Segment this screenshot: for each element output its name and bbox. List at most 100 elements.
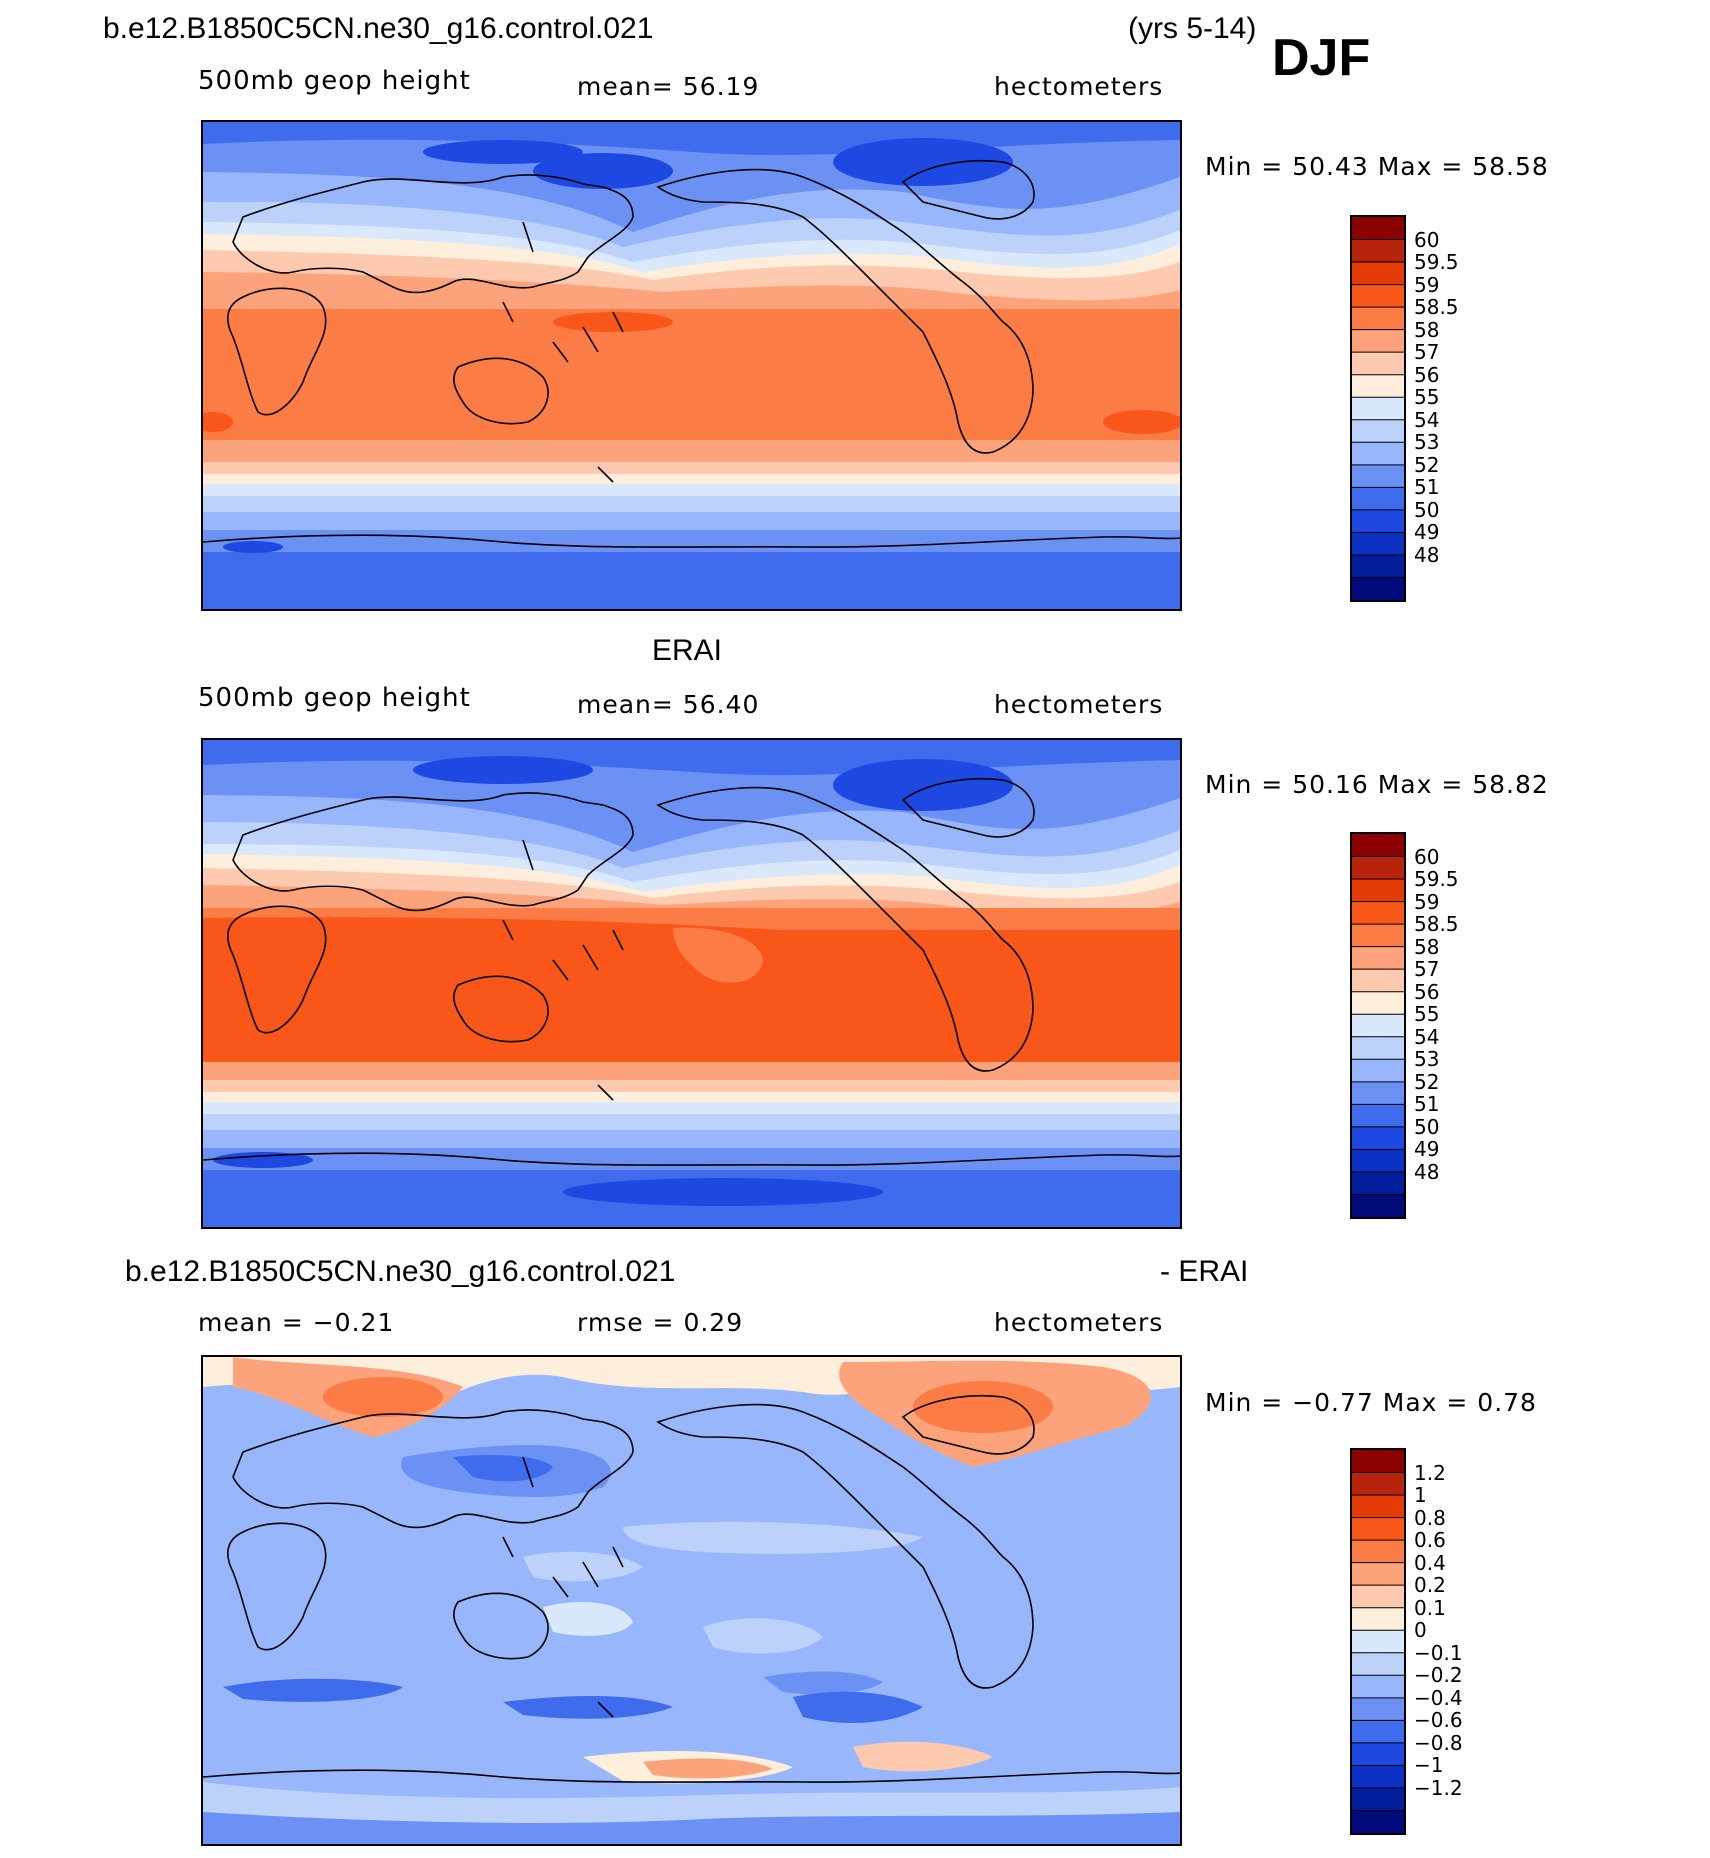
colorbar-swatch bbox=[1352, 239, 1404, 263]
coastline bbox=[453, 975, 549, 1043]
colorbar-swatch bbox=[1352, 442, 1404, 466]
coastline bbox=[901, 159, 1035, 220]
colorbar-swatch bbox=[1352, 991, 1404, 1015]
colorbar-tick-label: 55 bbox=[1414, 1002, 1440, 1027]
band bbox=[793, 1691, 923, 1723]
colorbar-swatch bbox=[1352, 1607, 1404, 1631]
colorbar-tick-label: 56 bbox=[1414, 979, 1440, 1004]
colorbar-tick-label: 56 bbox=[1414, 362, 1440, 387]
coastline bbox=[901, 777, 1035, 838]
colorbar-tick-label: 57 bbox=[1414, 957, 1440, 982]
panel3-title-right: - ERAI bbox=[1160, 1255, 1249, 1288]
band bbox=[453, 1455, 553, 1482]
colorbar-swatch bbox=[1352, 1540, 1404, 1564]
panel2-colorbar bbox=[1350, 832, 1406, 1219]
colorbar-swatch bbox=[1352, 1104, 1404, 1128]
colorbar-tick-label: 52 bbox=[1414, 1069, 1440, 1094]
colorbar-tick-label: 50 bbox=[1414, 1114, 1440, 1139]
colorbar-tick-label: −1.2 bbox=[1414, 1775, 1463, 1800]
panel3-units-label: hectometers bbox=[994, 1308, 1164, 1337]
colorbar-tick-label: 1.2 bbox=[1414, 1460, 1446, 1485]
band bbox=[203, 1114, 1180, 1130]
colorbar-swatch bbox=[1352, 1450, 1404, 1474]
colorbar-swatch bbox=[1352, 262, 1404, 286]
band bbox=[833, 759, 1013, 811]
years-label: (yrs 5-14) bbox=[1128, 12, 1257, 45]
coastline bbox=[227, 287, 327, 416]
coastline bbox=[453, 357, 549, 425]
colorbar-tick-label: −0.6 bbox=[1414, 1708, 1463, 1733]
colorbar-swatch bbox=[1352, 1126, 1404, 1150]
colorbar-tick-label: 1 bbox=[1414, 1483, 1427, 1508]
coastline bbox=[502, 839, 624, 1101]
band bbox=[553, 312, 673, 332]
panel1-map-svg bbox=[203, 122, 1180, 609]
colorbar-tick-label: 0.8 bbox=[1414, 1505, 1446, 1530]
coastline bbox=[227, 905, 327, 1034]
colorbar-swatch bbox=[1352, 924, 1404, 948]
colorbar-swatch bbox=[1352, 1014, 1404, 1038]
colorbar-swatch bbox=[1352, 284, 1404, 308]
colorbar-tick-label: −0.1 bbox=[1414, 1640, 1463, 1665]
colorbar-swatch bbox=[1352, 1517, 1404, 1541]
band bbox=[203, 1130, 1180, 1148]
band bbox=[543, 1602, 633, 1636]
colorbar-tick-label: 58 bbox=[1414, 934, 1440, 959]
colorbar-tick-label: 59.5 bbox=[1414, 867, 1459, 892]
panel3-mean-label: mean = −0.21 bbox=[198, 1308, 395, 1337]
coastline bbox=[502, 1456, 624, 1718]
panel1-colorbar-svg bbox=[1352, 217, 1404, 600]
colorbar-tick-label: 58 bbox=[1414, 317, 1440, 342]
band bbox=[203, 552, 1180, 609]
band bbox=[203, 474, 1180, 484]
band bbox=[203, 930, 1180, 1062]
panel1-mean-label: mean= 56.19 bbox=[577, 72, 760, 101]
panel3-map-svg bbox=[203, 1357, 1180, 1844]
colorbar-swatch bbox=[1352, 1081, 1404, 1105]
colorbar-swatch bbox=[1352, 856, 1404, 880]
colorbar-tick-label: 57 bbox=[1414, 340, 1440, 365]
colorbar-tick-label: 53 bbox=[1414, 430, 1440, 455]
band bbox=[563, 1178, 883, 1206]
panel1-minmax: Min = 50.43 Max = 58.58 bbox=[1205, 152, 1549, 181]
band bbox=[203, 512, 1180, 530]
band bbox=[203, 309, 1180, 440]
colorbar-swatch bbox=[1352, 1059, 1404, 1083]
panel2-mean-label: mean= 56.40 bbox=[577, 690, 760, 719]
season-label: DJF bbox=[1272, 29, 1371, 87]
band bbox=[203, 530, 1180, 552]
colorbar-tick-label: 54 bbox=[1414, 407, 1440, 432]
band bbox=[913, 1381, 1053, 1433]
band bbox=[323, 1377, 443, 1417]
panel3-rmse-label: rmse = 0.29 bbox=[577, 1308, 744, 1337]
colorbar-swatch bbox=[1352, 1495, 1404, 1519]
coastline bbox=[232, 174, 634, 294]
band bbox=[623, 1521, 923, 1554]
band bbox=[203, 412, 233, 432]
colorbar-swatch bbox=[1352, 419, 1404, 443]
colorbar-tick-label: 51 bbox=[1414, 1092, 1440, 1117]
colorbar-swatch bbox=[1352, 834, 1404, 858]
panel2-colorbar-svg bbox=[1352, 834, 1404, 1217]
coastline bbox=[656, 1403, 1034, 1689]
panel1-units-label: hectometers bbox=[994, 72, 1164, 101]
band bbox=[203, 1812, 1180, 1844]
colorbar-swatch bbox=[1352, 329, 1404, 353]
colorbar-tick-label: 53 bbox=[1414, 1047, 1440, 1072]
colorbar-tick-label: 48 bbox=[1414, 1159, 1440, 1184]
colorbar-swatch bbox=[1352, 969, 1404, 993]
colorbar-swatch bbox=[1352, 307, 1404, 331]
colorbar-swatch bbox=[1352, 1720, 1404, 1744]
band bbox=[213, 1152, 313, 1168]
colorbar-swatch bbox=[1352, 1562, 1404, 1586]
band bbox=[423, 140, 583, 164]
colorbar-swatch bbox=[1352, 374, 1404, 398]
colorbar-tick-label: 0.6 bbox=[1414, 1528, 1446, 1553]
colorbar-swatch bbox=[1352, 1194, 1404, 1217]
coastline bbox=[901, 1394, 1035, 1455]
panel3-coastlines bbox=[203, 1394, 1180, 1783]
panel2-coastlines bbox=[203, 777, 1180, 1166]
colorbar-swatch bbox=[1352, 1171, 1404, 1195]
colorbar-swatch bbox=[1352, 532, 1404, 556]
panel2-minmax: Min = 50.16 Max = 58.82 bbox=[1205, 770, 1549, 799]
